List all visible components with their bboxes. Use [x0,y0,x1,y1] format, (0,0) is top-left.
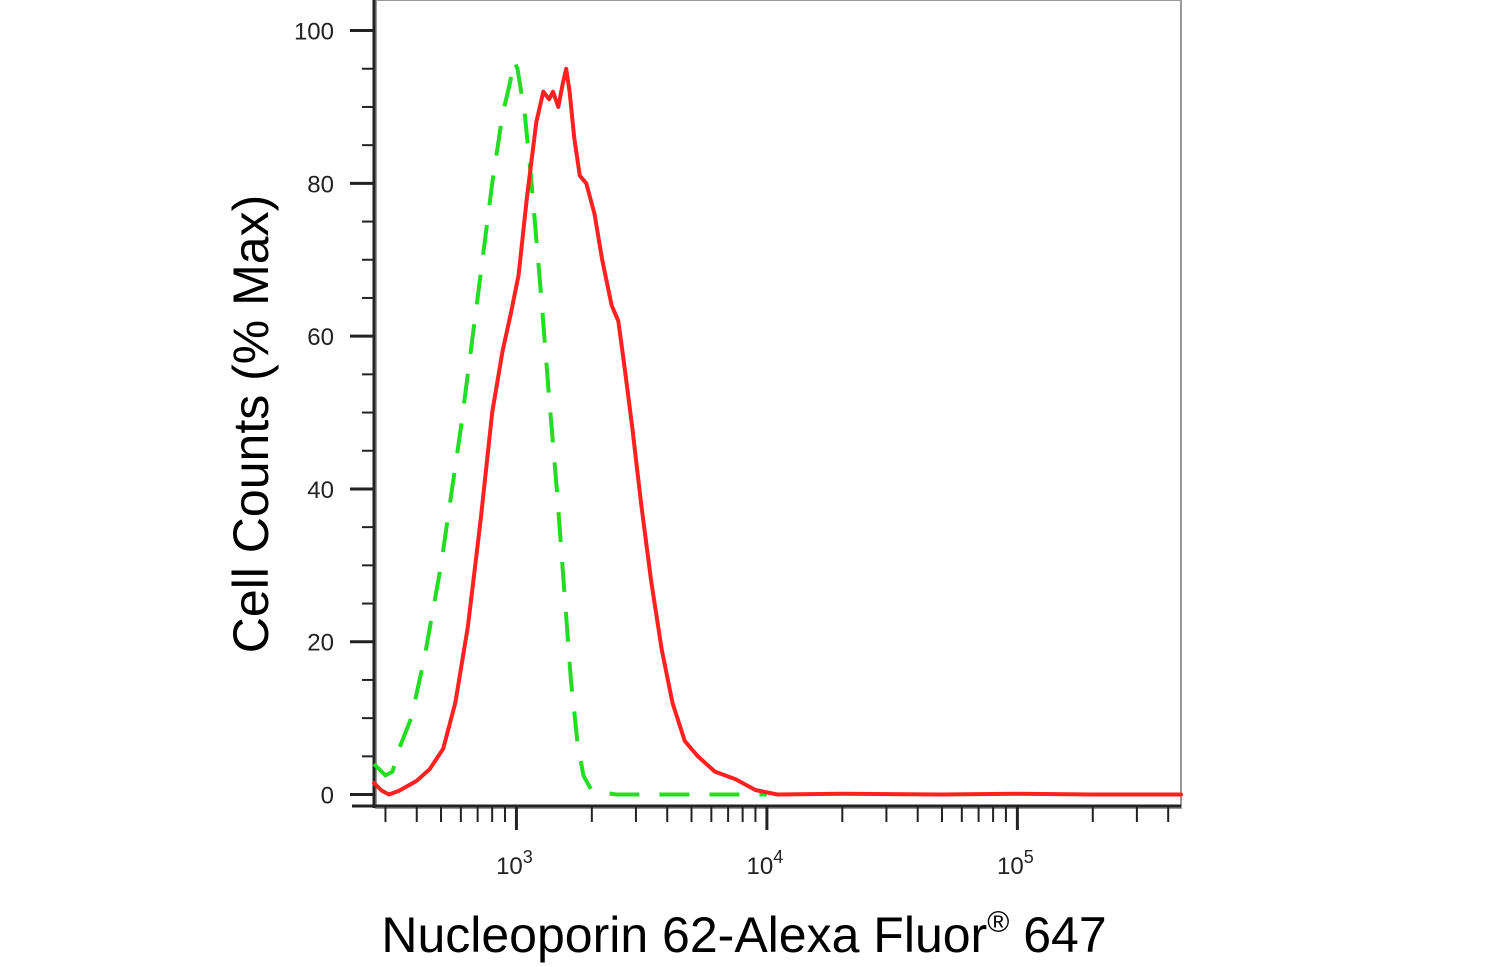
plot-frame [375,0,1182,809]
series-group [372,59,1183,797]
x-axis-title-main: Nucleoporin 62-Alexa Fluor [381,907,987,963]
x-axis-ticks [384,806,1170,830]
x-axis-title: Nucleoporin 62-Alexa Fluor® 647 [381,906,1106,963]
y-axis-ticks: 0 20 40 60 80 100 [294,19,374,810]
x-tick-label: 105 [997,847,1034,880]
x-axis-title-registered-mark: ® [987,906,1009,939]
x-tick-label: 104 [747,847,784,880]
y-tick-label: 0 [321,783,334,810]
x-tick-labels: 103 104 105 [496,847,1034,880]
y-tick-label: 40 [307,477,334,504]
y-tick-label: 60 [307,324,334,351]
y-axis-title: Cell Counts (% Max) [223,195,279,653]
series-line-dashed-green [372,59,767,797]
y-tick-label: 80 [307,171,334,198]
y-tick-label: 100 [294,19,334,46]
y-tick-label: 20 [307,630,334,657]
x-axis-title-suffix: 647 [1009,907,1106,963]
x-tick-label: 103 [496,847,533,880]
series-line-solid-red [372,66,1183,797]
